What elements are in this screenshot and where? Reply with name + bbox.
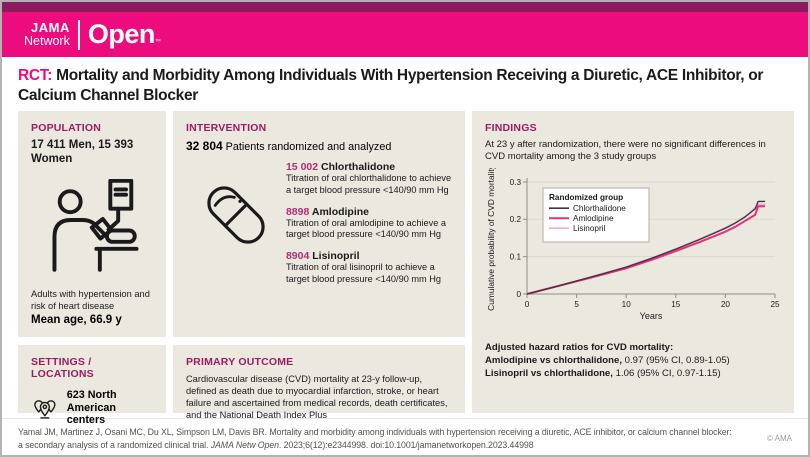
- arm-chlorthalidone-description: Titration of oral chlorthalidone to achi…: [285, 173, 452, 195]
- arm-lisinopril-description: Titration of oral lisinopril to achieve …: [285, 262, 441, 284]
- cvd-mortality-line-chart: 0 0.1 0.2 0.3 0 5 10 15 20 25 Years Cumulative prob…: [486, 168, 780, 321]
- content-grid: POPULATION 17 411 Men, 15 393 Women Adul: [2, 111, 808, 426]
- settings-panel: SETTINGS / LOCATIONS 623 North American …: [18, 345, 166, 426]
- arm-amlodipine-description: Titration of oral amlodipine to achieve …: [285, 217, 446, 240]
- ama-copyright: © AMA: [766, 434, 792, 443]
- svg-text:0: 0: [516, 289, 521, 298]
- pill-icon-wrap: [186, 161, 286, 295]
- chart-legend: Randomized group ChlorthalidoneAmlodipine…: [542, 187, 650, 243]
- population-description: Adults with hypertension and risk of hea…: [31, 288, 150, 311]
- hazard-title: Adjusted hazard ratios for CVD mortality…: [485, 341, 674, 353]
- svg-text:5: 5: [574, 300, 579, 309]
- svg-text:15: 15: [671, 300, 681, 309]
- jama-network-wordmark: JAMA Network: [24, 21, 70, 48]
- arm-chlorthalidone: 15 002 Chlorthalidone Titration of oral …: [285, 161, 452, 195]
- intervention-header: INTERVENTION: [185, 122, 267, 134]
- brand-jama: JAMA: [31, 20, 70, 36]
- population-stat: 17 411 Men, 15 393 Women: [31, 139, 134, 165]
- citation-text: Yamal JM, Martinez J, Osani MC, Du XL, S…: [18, 427, 732, 450]
- trademark-symbol: ™: [154, 39, 161, 45]
- population-header: POPULATION: [31, 122, 102, 134]
- svg-text:0.3: 0.3: [510, 177, 522, 186]
- brand-network: Network: [24, 34, 70, 49]
- primary-outcome-text: Cardiovascular disease (CVD) mortality a…: [185, 374, 448, 421]
- intervention-panel: INTERVENTION 32 804 Patients randomized …: [172, 111, 465, 337]
- pill-capsule-icon: [207, 186, 265, 244]
- arm-lisinopril: 8904 Lisinopril Titration of oral lisino…: [286, 250, 452, 286]
- svg-text:Years: Years: [640, 311, 663, 321]
- primary-outcome-panel: PRIMARY OUTCOME Cardiovascular disease (…: [172, 345, 465, 420]
- hazard-line-lisinopril: Lisinopril vs chlorthalidone, 1.06 (95% …: [485, 368, 721, 380]
- svg-text:Chlorthalidone: Chlorthalidone: [573, 204, 626, 213]
- svg-text:Cumulative probability of CVD: Cumulative probability of CVD mortality: [486, 168, 496, 311]
- svg-text:0.2: 0.2: [510, 215, 522, 224]
- study-type-label: RCT:: [18, 67, 53, 84]
- journal-name: JAMA Netw Open: [210, 439, 279, 450]
- svg-text:25: 25: [770, 300, 780, 309]
- page-title: RCT: Mortality and Morbidity Among Indiv…: [2, 57, 808, 111]
- findings-panel: FINDINGS At 23 y after randomization, th…: [472, 111, 794, 413]
- brand-header: JAMA Network Open™: [2, 12, 808, 57]
- left-column: POPULATION 17 411 Men, 15 393 Women Adul: [18, 111, 166, 426]
- svg-text:0: 0: [525, 300, 530, 309]
- primary-outcome-header: PRIMARY OUTCOME: [185, 356, 294, 368]
- intervention-arms: 15 002 Chlorthalidone Titration of oral …: [286, 161, 452, 295]
- cvd-mortality-chart-wrap: 0 0.1 0.2 0.3 0 5 10 15 20 25 Years Cumulative prob…: [485, 168, 781, 336]
- brand-top-stripe: [2, 2, 808, 12]
- findings-header: FINDINGS: [485, 122, 537, 134]
- citation-footer: Yamal JM, Martinez J, Osani MC, Du XL, S…: [2, 418, 808, 452]
- svg-text:Randomized group: Randomized group: [549, 193, 623, 202]
- logo-divider: [77, 19, 80, 50]
- settings-header: SETTINGS / LOCATIONS: [31, 356, 94, 380]
- svg-text:Amlodipine: Amlodipine: [573, 214, 614, 223]
- hazard-line-amlodipine: Amlodipine vs chlorthalidone, 0.97 (95% …: [485, 354, 730, 366]
- svg-text:Lisinopril: Lisinopril: [573, 224, 605, 233]
- settings-row: 623 North American centers: [31, 385, 153, 431]
- patient-blood-pressure-icon: [52, 179, 139, 272]
- svg-text:10: 10: [622, 300, 632, 309]
- svg-text:0.1: 0.1: [510, 252, 522, 261]
- population-mean-age: Mean age, 66.9 y: [31, 314, 122, 326]
- settings-text: 623 North American centers: [66, 388, 117, 427]
- hazard-ratios-block: Adjusted hazard ratios for CVD mortality…: [485, 341, 781, 381]
- right-column: FINDINGS At 23 y after randomization, th…: [472, 111, 794, 413]
- jama-network-open-logo: JAMA Network Open™: [24, 19, 161, 50]
- intervention-stat: 32 804 Patients randomized and analyzed: [185, 139, 392, 153]
- brand-open: Open™: [87, 19, 161, 49]
- population-icon-wrap: [31, 167, 153, 288]
- middle-column: INTERVENTION 32 804 Patients randomized …: [172, 111, 465, 420]
- title-text: Mortality and Morbidity Among Individual…: [18, 67, 764, 105]
- arm-amlodipine: 8898 Amlodipine Titration of oral amlodi…: [286, 206, 452, 242]
- population-panel: POPULATION 17 411 Men, 15 393 Women Adul: [18, 111, 166, 337]
- svg-text:20: 20: [721, 300, 731, 309]
- findings-summary: At 23 y after randomization, there were …: [485, 139, 766, 163]
- map-pins-icon: [34, 400, 56, 419]
- intervention-body: 15 002 Chlorthalidone Titration of oral …: [186, 161, 452, 295]
